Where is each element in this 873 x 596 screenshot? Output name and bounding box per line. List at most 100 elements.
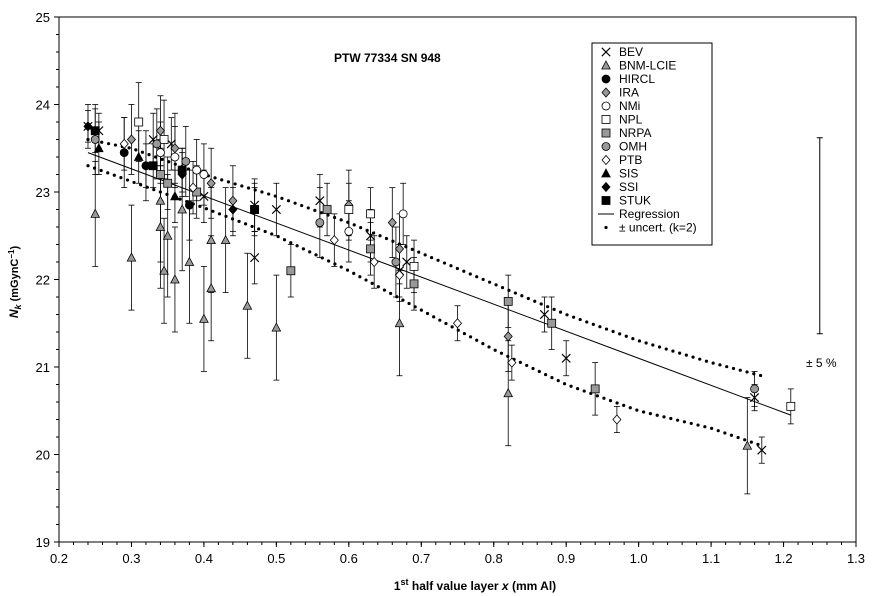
legend-box [591, 42, 713, 246]
point-nmi [199, 170, 209, 179]
point-ira [126, 134, 136, 145]
y-tick-label: 22 [36, 273, 50, 288]
marker-stroke [148, 134, 158, 145]
y-tick-label: 25 [36, 10, 50, 25]
point-bnm-lcie [206, 234, 217, 245]
point-bnm-lcie [503, 387, 514, 398]
x-tick-label: 0.2 [50, 551, 68, 566]
legend-label-omh: OMH [619, 140, 647, 154]
point-ptb [369, 256, 379, 268]
annotation: ± 5 % [806, 137, 837, 370]
point-bev [271, 204, 281, 215]
point-bnm-lcie [242, 300, 253, 310]
legend-label-nmi: NMi [619, 99, 640, 113]
legend-marker-hircl [601, 74, 611, 84]
legend-marker-uncertainty [604, 225, 608, 230]
point-bev [757, 445, 767, 455]
legend-marker-nrpa [601, 128, 611, 138]
point-nrpa [409, 279, 419, 289]
y-tick-label: 23 [36, 185, 50, 200]
point-ptb [452, 318, 463, 329]
point-bnm-lcie [162, 230, 173, 240]
marker-stroke [199, 191, 209, 201]
y-tick-label: 20 [36, 448, 50, 463]
x-tick-label: 0.7 [412, 551, 430, 566]
y-tick-label: 21 [36, 360, 50, 375]
point-nrpa [156, 170, 165, 179]
x-tick-label: 0.6 [340, 551, 358, 566]
y-tick-label: 24 [36, 98, 50, 113]
x-tick-label: 1.2 [775, 551, 793, 566]
legend-label-nrpa: NRPA [619, 126, 651, 140]
point-ira [155, 125, 165, 136]
point-ssi [141, 160, 151, 171]
point-ptb [507, 357, 517, 368]
point-ira [387, 217, 397, 228]
point-ira [228, 195, 238, 206]
point-stuk [177, 165, 187, 175]
legend-marker-sis [601, 168, 611, 178]
point-nrpa [590, 384, 600, 394]
marker-stroke [749, 393, 760, 403]
point-omh [90, 135, 100, 144]
point-bnm-lcie [126, 252, 137, 262]
regression-line [87, 152, 791, 416]
point-nrpa [286, 266, 296, 276]
point-bev [749, 393, 760, 403]
marker-stroke [271, 204, 281, 215]
point-bnm-lcie [90, 208, 101, 218]
marker-stroke [166, 139, 176, 149]
y-axis-label: Nk (mGynC−1) [7, 246, 23, 319]
point-omh [750, 384, 759, 394]
point-bnm-lcie [170, 274, 180, 284]
point-bev [365, 231, 376, 241]
marker-stroke [561, 353, 571, 363]
annotation-label: ± 5 % [806, 356, 837, 370]
legend-marker-nmi [601, 101, 611, 111]
point-ira [395, 243, 405, 254]
point-nmi [398, 209, 408, 219]
point-bev [402, 257, 412, 267]
point-sis [170, 191, 180, 201]
point-hircl [119, 148, 129, 158]
point-bnm-lcie [155, 221, 166, 231]
legend-marker-stuk [601, 196, 611, 205]
point-bnm-lcie [199, 313, 209, 323]
point-nmi [170, 152, 180, 162]
plot-frame [58, 16, 857, 543]
point-nrpa [366, 244, 375, 254]
x-tick-label: 0.4 [195, 551, 213, 566]
x-tick-label: 1.1 [702, 551, 720, 566]
legend-label-uncertainty: ± uncert. (k=2) [619, 221, 697, 235]
point-bev [199, 191, 209, 201]
x-tick-label: 0.8 [485, 551, 503, 566]
marker-stroke [601, 47, 611, 57]
data-points [83, 117, 796, 455]
point-stuk [250, 205, 260, 214]
uncertainty-lower-curve [86, 164, 764, 448]
point-ira [206, 178, 216, 189]
x-tick-label: 0.3 [122, 551, 140, 566]
legend-marker-ptb [601, 154, 611, 166]
legend-label-bnm-lcie: BNM-LCIE [619, 59, 676, 73]
x-tick-label: 1.3 [847, 551, 865, 566]
legend-label-sis: SIS [619, 167, 638, 181]
point-npl [366, 209, 375, 219]
marker-stroke [365, 231, 376, 241]
point-omh [391, 257, 401, 267]
point-npl [134, 117, 144, 127]
legend-label-npl: NPL [619, 113, 643, 127]
point-nmi [192, 165, 202, 175]
point-ptb [188, 182, 198, 193]
point-stuk [148, 161, 158, 171]
point-npl [409, 261, 419, 271]
marker-stroke [402, 257, 412, 267]
legend-label-regression: Regression [619, 207, 680, 221]
point-bnm-lcie [155, 195, 166, 205]
point-ptb [329, 235, 339, 246]
marker-stroke [315, 196, 325, 206]
point-nrpa [503, 296, 513, 306]
point-npl [344, 205, 354, 214]
point-omh [315, 218, 325, 228]
